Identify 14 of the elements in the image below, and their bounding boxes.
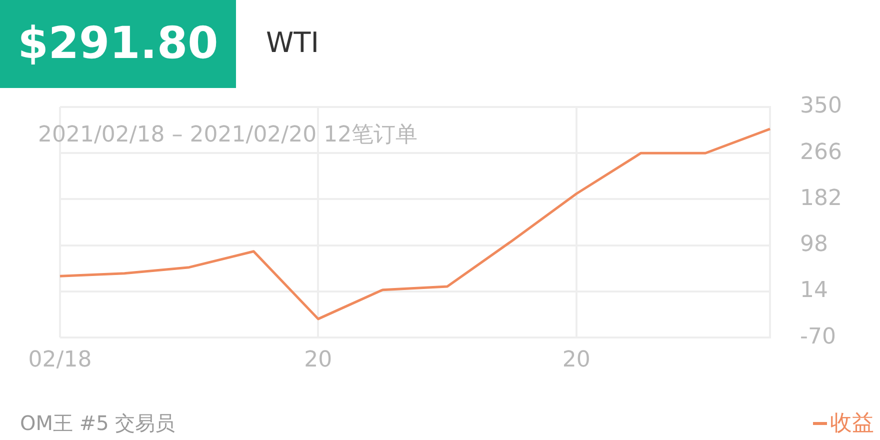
y-tick-label: 350 [800,94,842,119]
chart-subtitle: WTI [266,26,320,59]
legend-label: 收益 [830,410,874,438]
y-tick-label: 182 [800,186,842,211]
y-tick-label: 98 [800,232,828,258]
x-tick-label: 20 [304,348,332,373]
y-tick-label: -70 [800,324,836,350]
text: OM王 #5 交易员 [20,410,176,437]
x-tick-label: 02/18 [28,348,92,373]
y-tick-label: 266 [800,140,842,165]
x-tick-label: 20 [562,348,590,373]
chart-title: $291.80 [0,0,236,88]
annotation: 2021/02/18 – 2021/02/20 12笔订单 [38,122,418,148]
y-tick-label: 14 [800,278,828,304]
